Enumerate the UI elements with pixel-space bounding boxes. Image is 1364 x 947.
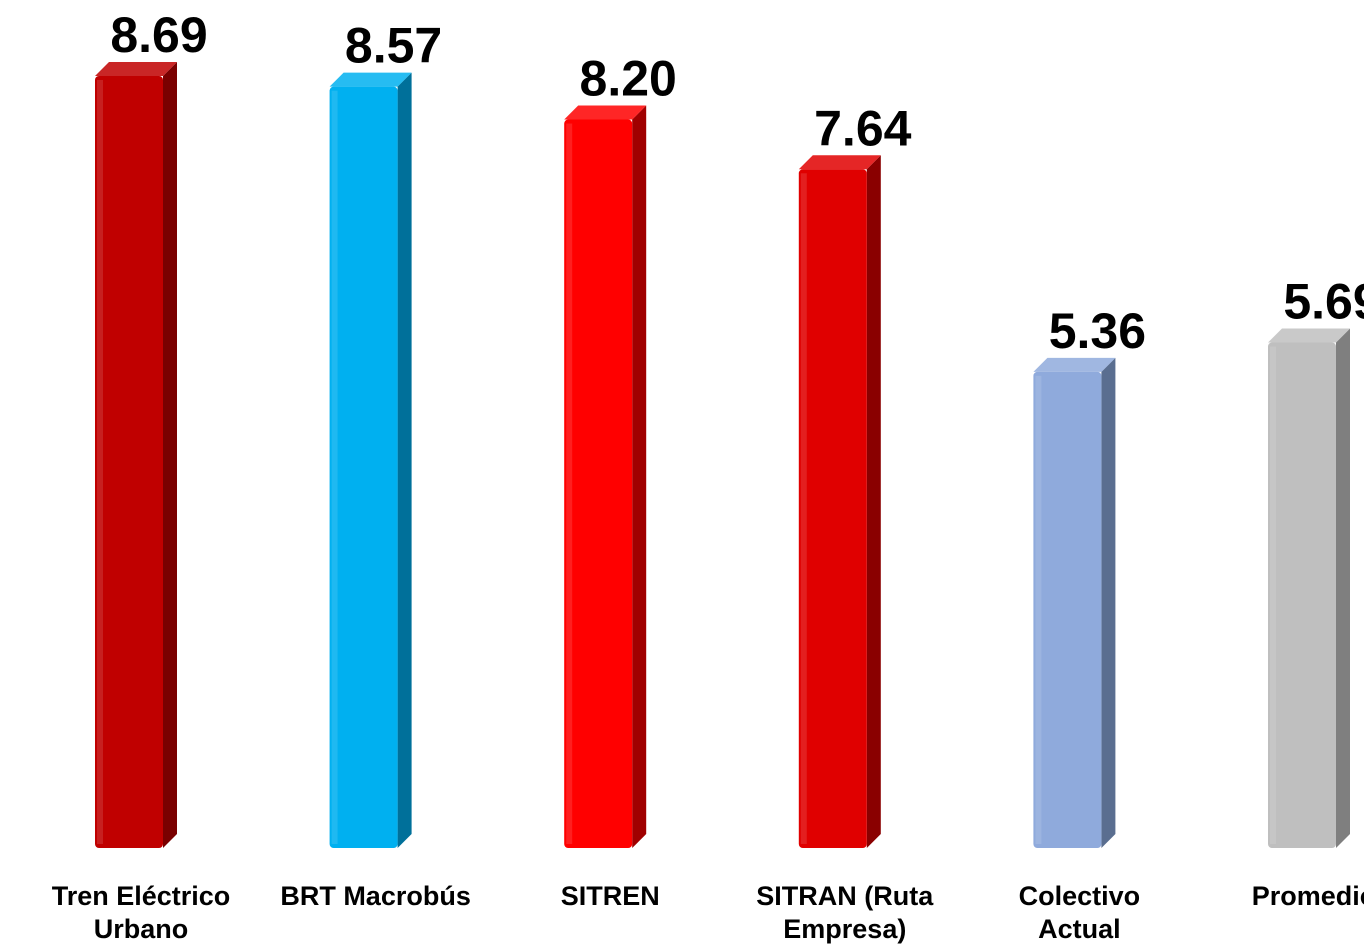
category-labels-group: Tren Eléctrico Urbano BRT Macrobús SITREN SI…: [52, 881, 1364, 944]
bar-top: [329, 72, 412, 87]
bar-value-label: 8.69: [110, 7, 207, 63]
bar: [564, 105, 647, 848]
category-label: BRT Macrobús: [280, 881, 471, 911]
bar-top: [798, 155, 881, 170]
bar-top: [1033, 357, 1116, 372]
bar-value-label: 5.69: [1283, 274, 1364, 330]
category-label-line: Promedio: [1252, 881, 1364, 911]
bars-group: [95, 62, 1350, 849]
bar: [798, 155, 881, 848]
category-label-line: Colectivo: [1019, 881, 1141, 911]
bar: [1268, 328, 1350, 848]
category-label-line: BRT Macrobús: [280, 881, 471, 911]
bar-side: [397, 72, 412, 849]
bar-value-label: 8.57: [345, 18, 442, 74]
bar: [329, 72, 412, 849]
bar-front: [564, 119, 633, 848]
category-label: SITREN: [561, 881, 660, 911]
bar-highlight: [566, 123, 573, 844]
category-label: Tren Eléctrico Urbano: [52, 881, 231, 944]
bar-highlight: [331, 90, 338, 845]
bar: [95, 62, 177, 848]
category-label: Colectivo Actual: [1019, 881, 1141, 944]
category-label-line: SITRAN (Ruta: [756, 881, 934, 911]
bar-front: [1033, 371, 1102, 848]
bar-front: [798, 169, 867, 848]
bar: [1033, 357, 1116, 848]
category-label-line: Tren Eléctrico: [52, 881, 231, 911]
bar-front: [1268, 342, 1336, 848]
bar-top: [1268, 328, 1350, 343]
category-label-line: Empresa): [783, 914, 906, 944]
bar-side: [1101, 357, 1116, 848]
category-label-line: Urbano: [94, 914, 189, 944]
bar-value-label: 7.64: [814, 100, 912, 156]
bar-top: [95, 62, 177, 76]
bar-side: [866, 155, 881, 848]
bar-side: [1336, 328, 1350, 848]
bar-value-label: 8.20: [580, 51, 677, 107]
bar-highlight: [800, 173, 807, 844]
bar-top: [564, 105, 647, 120]
category-label-line: SITREN: [561, 881, 660, 911]
bar-value-label: 5.36: [1049, 303, 1146, 359]
value-labels-group: 8.69 8.57 8.20 7.64 5.36 5.69: [110, 7, 1364, 359]
category-label-line: Actual: [1038, 914, 1121, 944]
bar-highlight: [1270, 346, 1276, 844]
bar-highlight: [97, 80, 103, 844]
category-label: SITRAN (Ruta Empresa): [756, 881, 934, 944]
bar-front: [95, 76, 163, 848]
category-label: Promedio: [1252, 881, 1364, 911]
bar-front: [329, 86, 398, 849]
bar-highlight: [1035, 375, 1042, 844]
bar-side: [632, 105, 647, 848]
bar-side: [163, 62, 177, 848]
